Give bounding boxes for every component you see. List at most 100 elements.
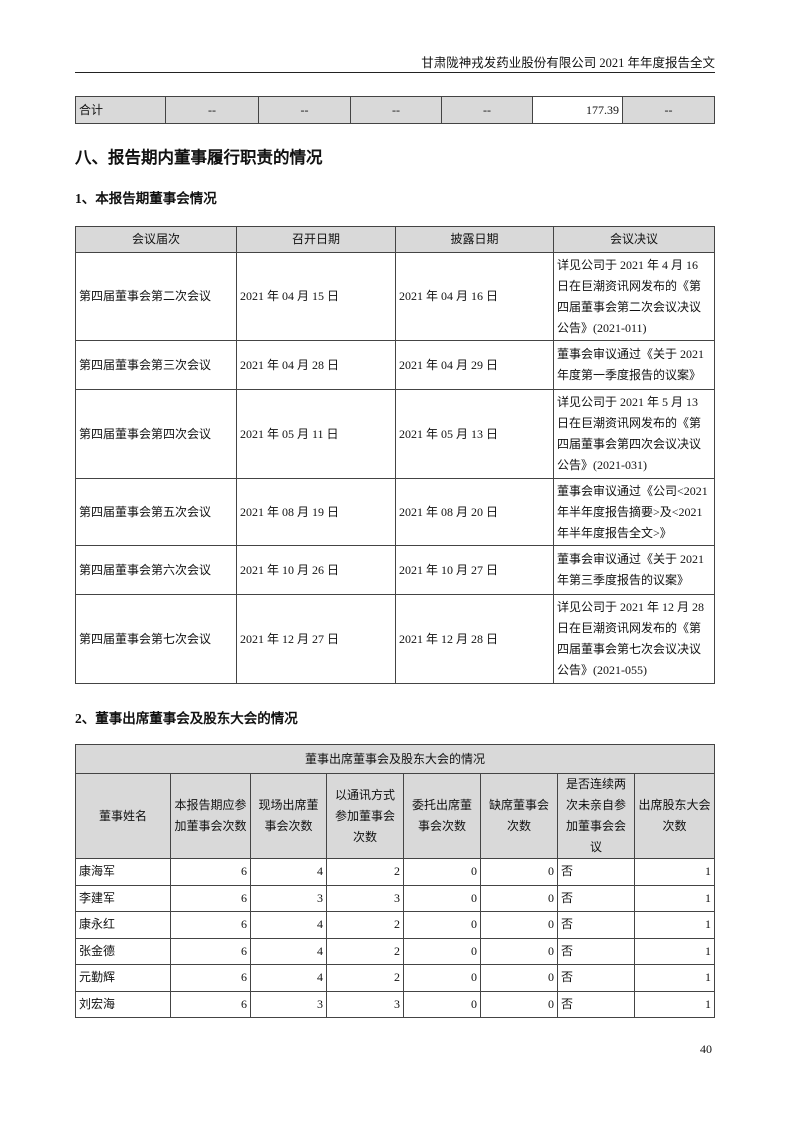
table-title: 董事出席董事会及股东大会的情况 — [74, 744, 716, 774]
section-title: 八、报告期内董事履行职责的情况 — [75, 148, 323, 167]
cell: 3 — [250, 884, 327, 912]
cell: 否 — [557, 937, 635, 965]
cell: -- — [165, 96, 259, 124]
resolution: 详见公司于 2021 年 4 月 16 日在巨潮资讯网发布的《第四届董事会第二次… — [553, 252, 715, 341]
cell: 3 — [326, 884, 404, 912]
table-row: 李建军 6 3 3 0 0 否 1 — [75, 884, 716, 912]
cell: 2 — [326, 937, 404, 965]
resolution: 详见公司于 2021 年 12 月 28 日在巨潮资讯网发布的《第四届董事会第七… — [553, 594, 715, 684]
convene-date: 2021 年 12 月 27 日 — [236, 594, 396, 684]
col-header: 召开日期 — [236, 226, 396, 253]
cell: 0 — [480, 858, 558, 886]
table-row: 刘宏海 6 3 3 0 0 否 1 — [75, 990, 716, 1018]
total-table: 合计 -- -- -- -- 177.39 -- — [75, 96, 715, 124]
cell: -- — [441, 96, 533, 124]
cell: 6 — [170, 911, 251, 939]
col-header: 会议决议 — [553, 226, 715, 253]
meeting-session: 第四届董事会第二次会议 — [75, 252, 237, 341]
cell: 否 — [557, 884, 635, 912]
disclosure-date: 2021 年 12 月 28 日 — [395, 594, 554, 684]
table-row: 第四届董事会第二次会议 2021 年 04 月 15 日 2021 年 04 月 1… — [75, 252, 715, 341]
convene-date: 2021 年 05 月 11 日 — [236, 389, 396, 479]
table-row: 第四届董事会第三次会议 2021 年 04 月 28 日 2021 年 04 月 2… — [75, 340, 715, 390]
total-row: 合计 -- -- -- -- 177.39 -- — [75, 96, 715, 124]
table-row: 第四届董事会第六次会议 2021 年 10 月 26 日 2021 年 10 月 2… — [75, 545, 715, 595]
cell: 6 — [170, 858, 251, 886]
director-name: 刘宏海 — [75, 990, 171, 1018]
cell: 2 — [326, 964, 404, 992]
col-header: 董事姓名 — [75, 773, 171, 859]
cell: 2 — [326, 911, 404, 939]
cell: 0 — [480, 937, 558, 965]
table-row: 第四届董事会第五次会议 2021 年 08 月 19 日 2021 年 08 月 2… — [75, 478, 715, 546]
meeting-session: 第四届董事会第五次会议 — [75, 478, 237, 546]
table-header-row: 会议届次 召开日期 披露日期 会议决议 — [75, 226, 715, 253]
header-rule — [75, 72, 715, 73]
cell: 1 — [633, 858, 716, 886]
subsection-title-1: 1、本报告期董事会情况 — [75, 191, 217, 206]
disclosure-date: 2021 年 05 月 13 日 — [395, 389, 554, 479]
table-row: 康海军 6 4 2 0 0 否 1 — [75, 858, 716, 886]
attendance-table: 董事出席董事会及股东大会的情况 董事姓名 本报告期应参加董事会次数 现场出席董事会次… — [74, 744, 716, 1018]
table-title-row: 董事出席董事会及股东大会的情况 — [74, 744, 716, 774]
convene-date: 2021 年 10 月 26 日 — [236, 545, 396, 595]
convene-date: 2021 年 04 月 15 日 — [236, 252, 396, 341]
cell: 0 — [480, 884, 558, 912]
cell: 1 — [633, 964, 716, 992]
director-name: 康海军 — [75, 858, 171, 886]
disclosure-date: 2021 年 10 月 27 日 — [395, 545, 554, 595]
disclosure-date: 2021 年 04 月 16 日 — [395, 252, 554, 341]
cell: 6 — [170, 937, 251, 965]
cell: 6 — [170, 884, 251, 912]
table-row: 第四届董事会第七次会议 2021 年 12 月 27 日 2021 年 12 月 2… — [75, 594, 715, 684]
director-name: 李建军 — [75, 884, 171, 912]
cell: 0 — [403, 937, 481, 965]
cell: 1 — [633, 884, 716, 912]
subsection-title-2: 2、董事出席董事会及股东大会的情况 — [75, 711, 298, 726]
table-row: 第四届董事会第四次会议 2021 年 05 月 11 日 2021 年 05 月 1… — [75, 389, 715, 479]
cell: 否 — [557, 858, 635, 886]
table-row: 康永红 6 4 2 0 0 否 1 — [75, 911, 716, 939]
cell: 4 — [250, 964, 327, 992]
disclosure-date: 2021 年 08 月 20 日 — [395, 478, 554, 546]
total-label: 合计 — [75, 96, 166, 124]
cell: 0 — [403, 858, 481, 886]
col-header: 以通讯方式参加董事会次数 — [326, 773, 404, 859]
cell: 1 — [633, 937, 716, 965]
cell: 3 — [250, 990, 327, 1018]
cell: 0 — [480, 990, 558, 1018]
table-row: 元勤辉 6 4 2 0 0 否 1 — [75, 964, 716, 992]
disclosure-date: 2021 年 04 月 29 日 — [395, 340, 554, 390]
cell: 6 — [170, 964, 251, 992]
cell: 否 — [557, 990, 635, 1018]
cell: 4 — [250, 937, 327, 965]
resolution: 董事会审议通过《关于 2021 年度第一季度报告的议案》 — [553, 340, 715, 390]
cell: 177.39 — [532, 96, 623, 124]
cell: 1 — [633, 911, 716, 939]
cell: -- — [622, 96, 715, 124]
cell: 0 — [403, 884, 481, 912]
col-header: 现场出席董事会次数 — [250, 773, 327, 859]
cell: 否 — [557, 964, 635, 992]
cell: 0 — [480, 911, 558, 939]
cell: 否 — [557, 911, 635, 939]
cell: 6 — [170, 990, 251, 1018]
convene-date: 2021 年 04 月 28 日 — [236, 340, 396, 390]
table-row: 张金德 6 4 2 0 0 否 1 — [75, 937, 716, 965]
cell: 2 — [326, 858, 404, 886]
col-header: 委托出席董事会次数 — [403, 773, 481, 859]
meeting-session: 第四届董事会第七次会议 — [75, 594, 237, 684]
convene-date: 2021 年 08 月 19 日 — [236, 478, 396, 546]
col-header: 会议届次 — [75, 226, 237, 253]
cell: -- — [350, 96, 442, 124]
col-header: 出席股东大会次数 — [633, 773, 716, 859]
page-header: 甘肃陇神戎发药业股份有限公司 2021 年年度报告全文 — [421, 56, 715, 70]
resolution: 董事会审议通过《关于 2021 年第三季度报告的议案》 — [553, 545, 715, 595]
table-header-row: 董事姓名 本报告期应参加董事会次数 现场出席董事会次数 以通讯方式参加董事会次数 委托出… — [75, 773, 716, 859]
director-name: 康永红 — [75, 911, 171, 939]
resolution: 董事会审议通过《公司<2021 年半年度报告摘要>及<2021 年半年度报告全文… — [553, 478, 715, 546]
col-header: 披露日期 — [395, 226, 554, 253]
cell: 1 — [633, 990, 716, 1018]
meetings-table: 会议届次 召开日期 披露日期 会议决议 第四届董事会第二次会议 2021 年 04… — [75, 226, 715, 684]
resolution: 详见公司于 2021 年 5 月 13 日在巨潮资讯网发布的《第四届董事会第四次… — [553, 389, 715, 479]
